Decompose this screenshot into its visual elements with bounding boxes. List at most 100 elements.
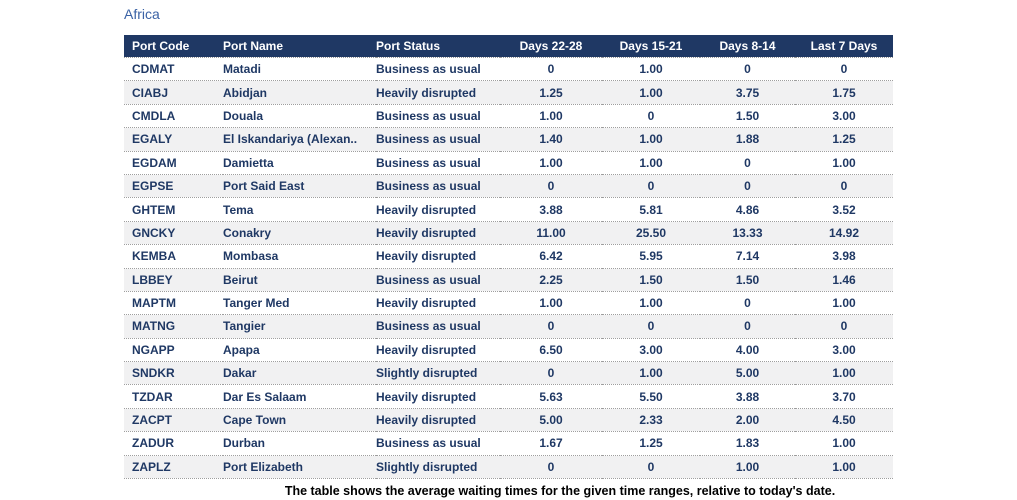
days-22-28-cell: 1.00 — [500, 104, 602, 129]
port-name-cell: Tangier — [223, 314, 376, 339]
days-22-28-cell: 2.25 — [500, 268, 602, 292]
port-status-cell: Heavily disrupted — [376, 291, 500, 316]
days-22-28-cell: 1.40 — [500, 127, 602, 152]
table-row[interactable]: ZAPLZ Port Elizabeth Slightly disrupted 0 0 1… — [124, 455, 893, 480]
column-header-port-code[interactable]: Port Code — [124, 35, 223, 58]
last-7-days-cell: 4.50 — [795, 408, 893, 433]
page-title: Africa — [124, 6, 160, 22]
days-15-21-cell: 3.00 — [602, 338, 700, 363]
days-22-28-cell: 1.25 — [500, 80, 602, 105]
table-row[interactable]: SNDKR Dakar Slightly disrupted 0 1.00 5.00 1.0… — [124, 361, 893, 386]
table-row[interactable]: EGDAM Damietta Business as usual 1.00 1.00 0 1… — [124, 151, 893, 175]
days-22-28-cell: 0 — [500, 455, 602, 480]
days-8-14-cell: 3.75 — [700, 80, 795, 105]
port-status-cell: Heavily disrupted — [376, 221, 500, 246]
table-body: CDMAT Matadi Business as usual 0 1.00 0 0 CIABJ… — [124, 57, 893, 480]
days-15-21-cell: 0 — [602, 455, 700, 480]
port-code-cell: TZDAR — [124, 384, 223, 409]
days-8-14-cell: 7.14 — [700, 244, 795, 269]
days-22-28-cell: 0 — [500, 314, 602, 339]
last-7-days-cell: 1.00 — [795, 431, 893, 456]
port-code-cell: CMDLA — [124, 104, 223, 129]
port-status-cell: Business as usual — [376, 314, 500, 339]
port-status-cell: Heavily disrupted — [376, 197, 500, 222]
table-row[interactable]: MAPTM Tanger Med Heavily disrupted 1.00 1.00… — [124, 291, 893, 316]
table-row[interactable]: KEMBA Mombasa Heavily disrupted 6.42 5.95 7.1… — [124, 244, 893, 269]
column-header-port-name[interactable]: Port Name — [223, 35, 376, 58]
table-row[interactable]: CDMAT Matadi Business as usual 0 1.00 0 0 — [124, 57, 893, 82]
port-name-cell: Douala — [223, 104, 376, 129]
port-status-cell: Business as usual — [376, 431, 500, 456]
table-row[interactable]: GHTEM Tema Heavily disrupted 3.88 5.81 4.86 3.… — [124, 197, 893, 222]
table-row[interactable]: CIABJ Abidjan Heavily disrupted 1.25 1.00 3.7… — [124, 80, 893, 105]
last-7-days-cell: 1.00 — [795, 361, 893, 386]
table-row[interactable]: CMDLA Douala Business as usual 1.00 0 1.50 3.0… — [124, 104, 893, 129]
table-row[interactable]: TZDAR Dar Es Salaam Heavily disrupted 5.63 5… — [124, 384, 893, 409]
days-8-14-cell: 5.00 — [700, 361, 795, 386]
table-row[interactable]: EGALY El Iskandariya (Alexan.. Business as… — [124, 127, 893, 152]
table-caption: The table shows the average waiting time… — [284, 484, 836, 498]
port-code-cell: MAPTM — [124, 291, 223, 316]
days-22-28-cell: 5.00 — [500, 408, 602, 433]
days-22-28-cell: 0 — [500, 361, 602, 386]
port-name-cell: Cape Town — [223, 408, 376, 433]
days-22-28-cell: 3.88 — [500, 197, 602, 222]
last-7-days-cell: 1.00 — [795, 151, 893, 175]
port-code-cell: GNCKY — [124, 221, 223, 246]
table-header-row: Port Code Port Name Port Status Days 22-… — [124, 35, 893, 58]
port-code-cell: NGAPP — [124, 338, 223, 363]
port-code-cell: EGPSE — [124, 174, 223, 199]
days-22-28-cell: 11.00 — [500, 221, 602, 246]
last-7-days-cell: 3.98 — [795, 244, 893, 269]
table-row[interactable]: ZADUR Durban Business as usual 1.67 1.25 1.83… — [124, 431, 893, 456]
days-15-21-cell: 1.00 — [602, 291, 700, 316]
last-7-days-cell: 3.00 — [795, 104, 893, 129]
port-name-cell: Dar Es Salaam — [223, 384, 376, 409]
table-row[interactable]: LBBEY Beirut Business as usual 2.25 1.50 1.50… — [124, 268, 893, 292]
port-status-cell: Heavily disrupted — [376, 338, 500, 363]
port-code-cell: LBBEY — [124, 268, 223, 292]
port-status-cell: Slightly disrupted — [376, 455, 500, 480]
days-15-21-cell: 1.00 — [602, 80, 700, 105]
days-15-21-cell: 0 — [602, 174, 700, 199]
table-row[interactable]: MATNG Tangier Business as usual 0 0 0 0 — [124, 314, 893, 339]
table-row[interactable]: NGAPP Apapa Heavily disrupted 6.50 3.00 4.00 3… — [124, 338, 893, 363]
port-status-cell: Business as usual — [376, 57, 500, 82]
port-status-cell: Business as usual — [376, 174, 500, 199]
port-name-cell: Damietta — [223, 151, 376, 175]
port-name-cell: El Iskandariya (Alexan.. — [223, 127, 376, 152]
days-15-21-cell: 1.00 — [602, 151, 700, 175]
days-8-14-cell: 1.88 — [700, 127, 795, 152]
column-header-days-15-21[interactable]: Days 15-21 — [602, 35, 700, 58]
port-code-cell: ZACPT — [124, 408, 223, 433]
last-7-days-cell: 1.25 — [795, 127, 893, 152]
table-row[interactable]: GNCKY Conakry Heavily disrupted 11.00 25.50 1… — [124, 221, 893, 246]
table-row[interactable]: ZACPT Cape Town Heavily disrupted 5.00 2.33 2… — [124, 408, 893, 433]
last-7-days-cell: 3.70 — [795, 384, 893, 409]
days-8-14-cell: 3.88 — [700, 384, 795, 409]
column-header-last-7-days[interactable]: Last 7 Days — [795, 35, 893, 58]
port-name-cell: Port Elizabeth — [223, 455, 376, 480]
ports-table: Port Code Port Name Port Status Days 22-… — [124, 35, 893, 480]
port-status-cell: Business as usual — [376, 104, 500, 129]
last-7-days-cell: 14.92 — [795, 221, 893, 246]
port-code-cell: ZADUR — [124, 431, 223, 456]
days-22-28-cell: 0 — [500, 174, 602, 199]
days-8-14-cell: 0 — [700, 314, 795, 339]
days-8-14-cell: 0 — [700, 151, 795, 175]
port-status-cell: Business as usual — [376, 151, 500, 175]
table-row[interactable]: EGPSE Port Said East Business as usual 0 0 0 0 — [124, 174, 893, 199]
days-15-21-cell: 1.25 — [602, 431, 700, 456]
last-7-days-cell: 1.75 — [795, 80, 893, 105]
column-header-port-status[interactable]: Port Status — [376, 35, 500, 58]
column-header-days-8-14[interactable]: Days 8-14 — [700, 35, 795, 58]
last-7-days-cell: 0 — [795, 174, 893, 199]
port-name-cell: Matadi — [223, 57, 376, 82]
days-8-14-cell: 0 — [700, 174, 795, 199]
days-8-14-cell: 4.86 — [700, 197, 795, 222]
column-header-days-22-28[interactable]: Days 22-28 — [500, 35, 602, 58]
days-22-28-cell: 6.42 — [500, 244, 602, 269]
last-7-days-cell: 0 — [795, 314, 893, 339]
days-8-14-cell: 0 — [700, 57, 795, 82]
port-code-cell: EGDAM — [124, 151, 223, 175]
